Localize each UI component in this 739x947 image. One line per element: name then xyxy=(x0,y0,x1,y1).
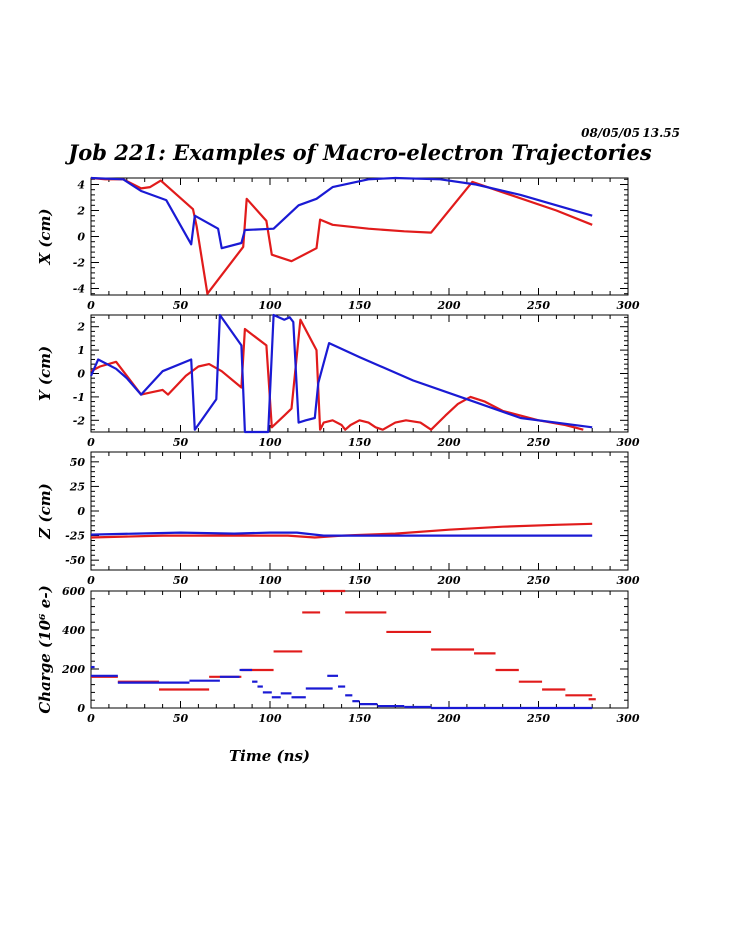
y-x-tick-label: 200 xyxy=(437,436,461,449)
z-y-axis-label: Z (cm) xyxy=(36,483,54,539)
charge-y-tick-label: 400 xyxy=(62,624,85,637)
charge-x-tick-label: 0 xyxy=(87,712,95,725)
x-x-tick-label: 100 xyxy=(259,299,282,312)
y-y-tick-label: 2 xyxy=(76,321,85,334)
y-y-tick-label: -2 xyxy=(73,414,86,427)
time-stamp: 13.55 xyxy=(642,126,680,140)
x-y-tick-label: 2 xyxy=(76,205,85,218)
x-x-tick-label: 300 xyxy=(617,299,640,312)
y-x-tick-label: 300 xyxy=(617,436,640,449)
x-x-tick-label: 200 xyxy=(437,299,461,312)
y-plot-frame xyxy=(90,314,629,433)
charge-y-tick-label: 0 xyxy=(77,702,85,715)
z-x-tick-label: 200 xyxy=(437,574,461,587)
z-y-tick-label: 0 xyxy=(77,505,85,518)
charge-panel: 0 50 100 150 200 250 300 0 200 400 600 Charge (10⁶ … xyxy=(36,585,640,765)
z-x-tick-label: 50 xyxy=(173,574,189,587)
z-x-tick-label: 0 xyxy=(87,574,95,587)
x-red-trajectory xyxy=(90,176,593,295)
figure-title: Job 221: Examples of Macro-electron Traj… xyxy=(64,140,652,165)
y-red-trajectory xyxy=(90,318,584,431)
x-y-tick-label: 0 xyxy=(77,231,85,244)
z-y-tick-label: 50 xyxy=(70,456,86,469)
charge-x-tick-label: 250 xyxy=(526,712,550,725)
x-y-tick-label: 4 xyxy=(77,179,85,192)
y-x-tick-label: 250 xyxy=(526,436,550,449)
z-x-tick-label: 300 xyxy=(617,574,640,587)
y-y-tick-label: 0 xyxy=(77,368,85,381)
z-position-panel: 0 50 100 150 200 250 300 -50 -25 0 25 50 Z (cm) xyxy=(36,451,640,587)
charge-y-axis-label: Charge (10⁶ e-) xyxy=(36,585,54,713)
x-x-tick-label: 150 xyxy=(348,299,371,312)
y-y-tick-label: 1 xyxy=(77,344,85,357)
z-x-tick-label: 100 xyxy=(259,574,282,587)
y-x-tick-label: 100 xyxy=(259,436,282,449)
z-blue-trajectory xyxy=(90,531,593,537)
x-y-tick-label: -2 xyxy=(73,257,86,270)
y-x-tick-label: 50 xyxy=(173,436,189,449)
charge-x-tick-label: 100 xyxy=(259,712,282,725)
charge-x-tick-label: 50 xyxy=(173,712,189,725)
y-x-tick-label: 0 xyxy=(87,436,95,449)
z-y-tick-label: 25 xyxy=(69,480,85,493)
x-position-panel: 0 50 100 150 200 250 300 -4 -2 0 2 4 X (cm) xyxy=(36,176,640,312)
y-x-tick-label: 150 xyxy=(348,436,371,449)
x-y-axis-label: X (cm) xyxy=(36,208,54,265)
x-blue-trajectory xyxy=(90,176,593,250)
z-y-tick-label: -25 xyxy=(65,530,85,543)
y-blue-trajectory xyxy=(89,313,593,434)
y-position-panel: 0 50 100 150 200 250 300 -2 -1 0 1 2 Y (cm) xyxy=(36,313,640,449)
date-stamp: 08/05/05 xyxy=(581,126,640,140)
charge-x-tick-label: 150 xyxy=(348,712,371,725)
x-plot-frame xyxy=(90,177,629,296)
charge-y-tick-label: 200 xyxy=(61,663,85,676)
x-y-tick-label: -4 xyxy=(73,283,85,296)
charge-x-tick-label: 200 xyxy=(437,712,461,725)
x-x-tick-label: 0 xyxy=(87,299,95,312)
x-x-tick-label: 250 xyxy=(526,299,550,312)
x-axis-label: Time (ns) xyxy=(229,747,310,765)
x-x-tick-label: 50 xyxy=(173,299,189,312)
z-x-tick-label: 250 xyxy=(526,574,550,587)
charge-x-tick-label: 300 xyxy=(617,712,640,725)
z-x-tick-label: 150 xyxy=(348,574,371,587)
z-y-tick-label: -50 xyxy=(65,554,85,567)
z-plot-frame xyxy=(90,451,629,571)
y-y-axis-label: Y (cm) xyxy=(36,346,54,401)
charge-y-tick-label: 600 xyxy=(62,585,85,598)
y-y-tick-label: -1 xyxy=(73,391,85,404)
